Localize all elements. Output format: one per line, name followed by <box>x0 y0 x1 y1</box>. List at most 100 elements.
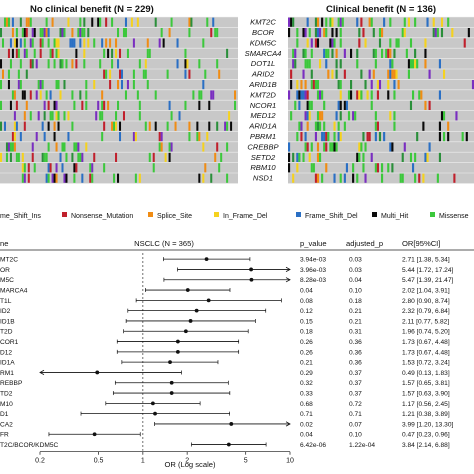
legend-swatch <box>148 212 153 217</box>
mutation-cell <box>103 69 106 79</box>
mutation-cell <box>306 17 309 27</box>
mutation-cell <box>393 111 396 121</box>
mutation-cell <box>9 38 12 48</box>
mutation-cell <box>364 142 367 152</box>
forest-row-label: M10 <box>0 401 13 408</box>
mutation-cell <box>71 90 74 100</box>
mutation-cell <box>358 152 361 162</box>
mutation-cell <box>438 59 441 69</box>
mutation-cell <box>393 121 396 131</box>
mutation-cell <box>73 100 76 110</box>
mutation-cell <box>310 48 313 58</box>
mutation-cell <box>138 173 141 183</box>
mutation-cell <box>47 163 50 173</box>
legend-swatch <box>214 212 219 217</box>
mutation-cell <box>148 121 151 131</box>
mutation-cell <box>9 152 12 162</box>
mutation-cell <box>319 152 322 162</box>
mutation-cell <box>164 152 167 162</box>
mutation-cell <box>321 111 324 121</box>
p-value-cell: 0.32 <box>300 380 313 387</box>
p-value-cell: 0.04 <box>300 432 313 439</box>
mutation-cell <box>368 132 371 142</box>
mutation-cell <box>288 142 291 152</box>
mutation-cell <box>312 163 315 173</box>
mutation-cell <box>61 28 64 38</box>
mutation-cell <box>339 59 342 69</box>
gene-label: PBRM1 <box>250 132 276 141</box>
mutation-cell <box>323 28 326 38</box>
mutation-cell <box>378 80 382 90</box>
adjusted-p-cell: 0.71 <box>349 411 362 418</box>
mutation-cell <box>45 173 48 183</box>
mutation-cell <box>166 69 169 79</box>
p-value-cell: 3.94e-03 <box>300 257 326 264</box>
mutation-cell <box>230 121 233 131</box>
mutation-cell <box>192 90 195 100</box>
mutation-cell <box>71 28 74 38</box>
mutation-cell <box>101 100 104 110</box>
mutation-cell <box>308 152 311 162</box>
mutation-cell <box>374 111 377 121</box>
mutation-cell <box>343 121 346 131</box>
mutation-cell <box>288 152 291 162</box>
mutation-cell <box>312 80 315 90</box>
gene-label: ARID1A <box>248 122 276 131</box>
mutation-cell <box>314 38 317 48</box>
mutation-cell <box>321 132 324 142</box>
or-point <box>206 298 211 303</box>
mutation-cell <box>409 152 413 162</box>
ci-arrow <box>285 266 291 273</box>
forest-row-label: MT2C <box>0 257 18 264</box>
mutation-cell <box>447 121 450 131</box>
mutation-cell <box>144 121 147 131</box>
mutation-cell <box>381 163 384 173</box>
mutation-cell <box>115 121 118 131</box>
adjusted-p-cell: 0.03 <box>349 257 362 264</box>
mutation-cell <box>39 48 42 58</box>
forest-row-label: REBBP <box>0 380 23 387</box>
or-point <box>169 380 174 385</box>
mutation-cell <box>387 69 390 79</box>
mutation-cell <box>0 121 3 131</box>
mutation-cell <box>331 48 334 58</box>
mutation-cell <box>51 48 54 58</box>
mutation-cell <box>216 142 219 152</box>
mutation-cell <box>126 80 129 90</box>
mutation-cell <box>168 142 171 152</box>
mutation-cell <box>335 59 338 69</box>
mutation-cell <box>412 163 415 173</box>
mutation-cell <box>23 111 26 121</box>
mutation-cell <box>366 90 369 100</box>
mutation-cell <box>360 69 363 79</box>
mutation-cell <box>47 38 50 48</box>
mutation-cell <box>206 17 209 27</box>
mutation-cell <box>440 111 444 121</box>
mutation-cell <box>47 100 50 110</box>
mutation-cell <box>184 59 187 69</box>
mutation-cell <box>399 173 402 183</box>
mutation-cell <box>11 28 14 38</box>
mutation-cell <box>11 90 14 100</box>
mutation-cell <box>298 90 301 100</box>
mutation-cell <box>198 173 201 183</box>
mutation-cell <box>290 80 293 90</box>
mutation-cell <box>83 59 86 69</box>
x-tick-label: 10 <box>286 458 294 465</box>
mutation-cell <box>345 100 348 110</box>
mutation-cell <box>1 69 5 79</box>
mutation-cell <box>7 48 10 58</box>
mutation-cell <box>337 132 340 142</box>
mutation-cell <box>323 142 326 152</box>
mutation-cell <box>391 163 394 173</box>
mutation-cell <box>103 121 106 131</box>
mutation-cell <box>316 17 320 27</box>
mutation-cell <box>57 80 60 90</box>
mutation-cell <box>434 28 437 38</box>
mutation-cell <box>0 80 3 90</box>
mutation-cell <box>216 28 219 38</box>
mutation-cell <box>136 17 139 27</box>
gene-label: MED12 <box>250 111 276 120</box>
mutation-cell <box>432 28 435 38</box>
